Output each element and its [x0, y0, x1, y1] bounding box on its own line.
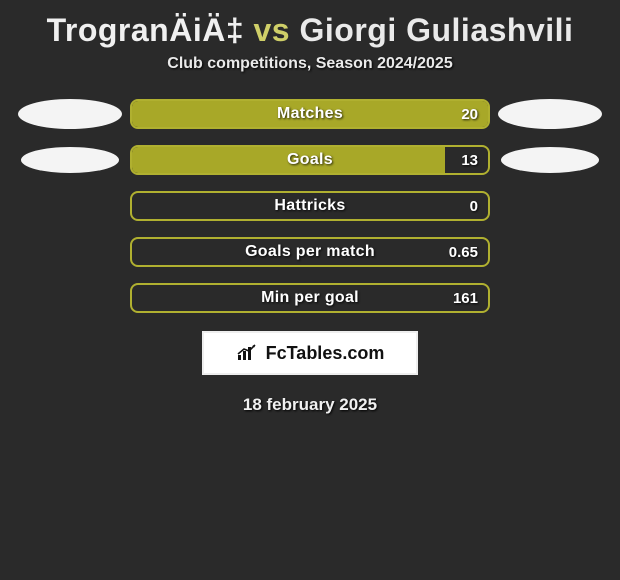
stat-bar: Min per goal161	[130, 283, 490, 313]
stat-row: Goals13	[10, 145, 610, 175]
stat-row: Min per goal161	[10, 283, 610, 313]
left-marker	[10, 147, 130, 173]
page-title: TrogranÄiÄ‡ vs Giorgi Guliashvili	[0, 0, 620, 55]
subtitle: Club competitions, Season 2024/2025	[0, 55, 620, 99]
stat-row: Matches20	[10, 99, 610, 129]
stat-row: Goals per match0.65	[10, 237, 610, 267]
player2-name: Giorgi Guliashvili	[299, 12, 573, 48]
badge-text: FcTables.com	[266, 343, 385, 364]
stat-bar: Matches20	[130, 99, 490, 129]
stat-bar: Goals13	[130, 145, 490, 175]
stat-bar: Hattricks0	[130, 191, 490, 221]
stat-rows: Matches20 Goals13 Hattricks0 Goals per matc…	[0, 99, 620, 313]
right-marker	[490, 147, 610, 173]
ellipse-icon	[21, 147, 119, 173]
stat-value: 0	[470, 193, 478, 219]
player1-name: TrogranÄiÄ‡	[47, 12, 245, 48]
stat-label: Goals	[132, 147, 488, 173]
stat-row: Hattricks0	[10, 191, 610, 221]
ellipse-icon	[501, 147, 599, 173]
stat-value: 161	[453, 285, 478, 311]
stat-value: 0.65	[449, 239, 478, 265]
source-badge[interactable]: FcTables.com	[202, 331, 418, 375]
vs-label: vs	[254, 12, 291, 48]
left-marker	[10, 99, 130, 129]
comparison-card: TrogranÄiÄ‡ vs Giorgi Guliashvili Club c…	[0, 0, 620, 415]
stat-label: Hattricks	[132, 193, 488, 219]
ellipse-icon	[498, 99, 602, 129]
ellipse-icon	[18, 99, 122, 129]
stat-bar: Goals per match0.65	[130, 237, 490, 267]
date-label: 18 february 2025	[0, 395, 620, 415]
stat-value: 20	[461, 101, 478, 127]
chart-icon	[236, 344, 258, 362]
stat-label: Matches	[132, 101, 488, 127]
right-marker	[490, 99, 610, 129]
stat-value: 13	[461, 147, 478, 173]
stat-label: Min per goal	[132, 285, 488, 311]
stat-label: Goals per match	[132, 239, 488, 265]
